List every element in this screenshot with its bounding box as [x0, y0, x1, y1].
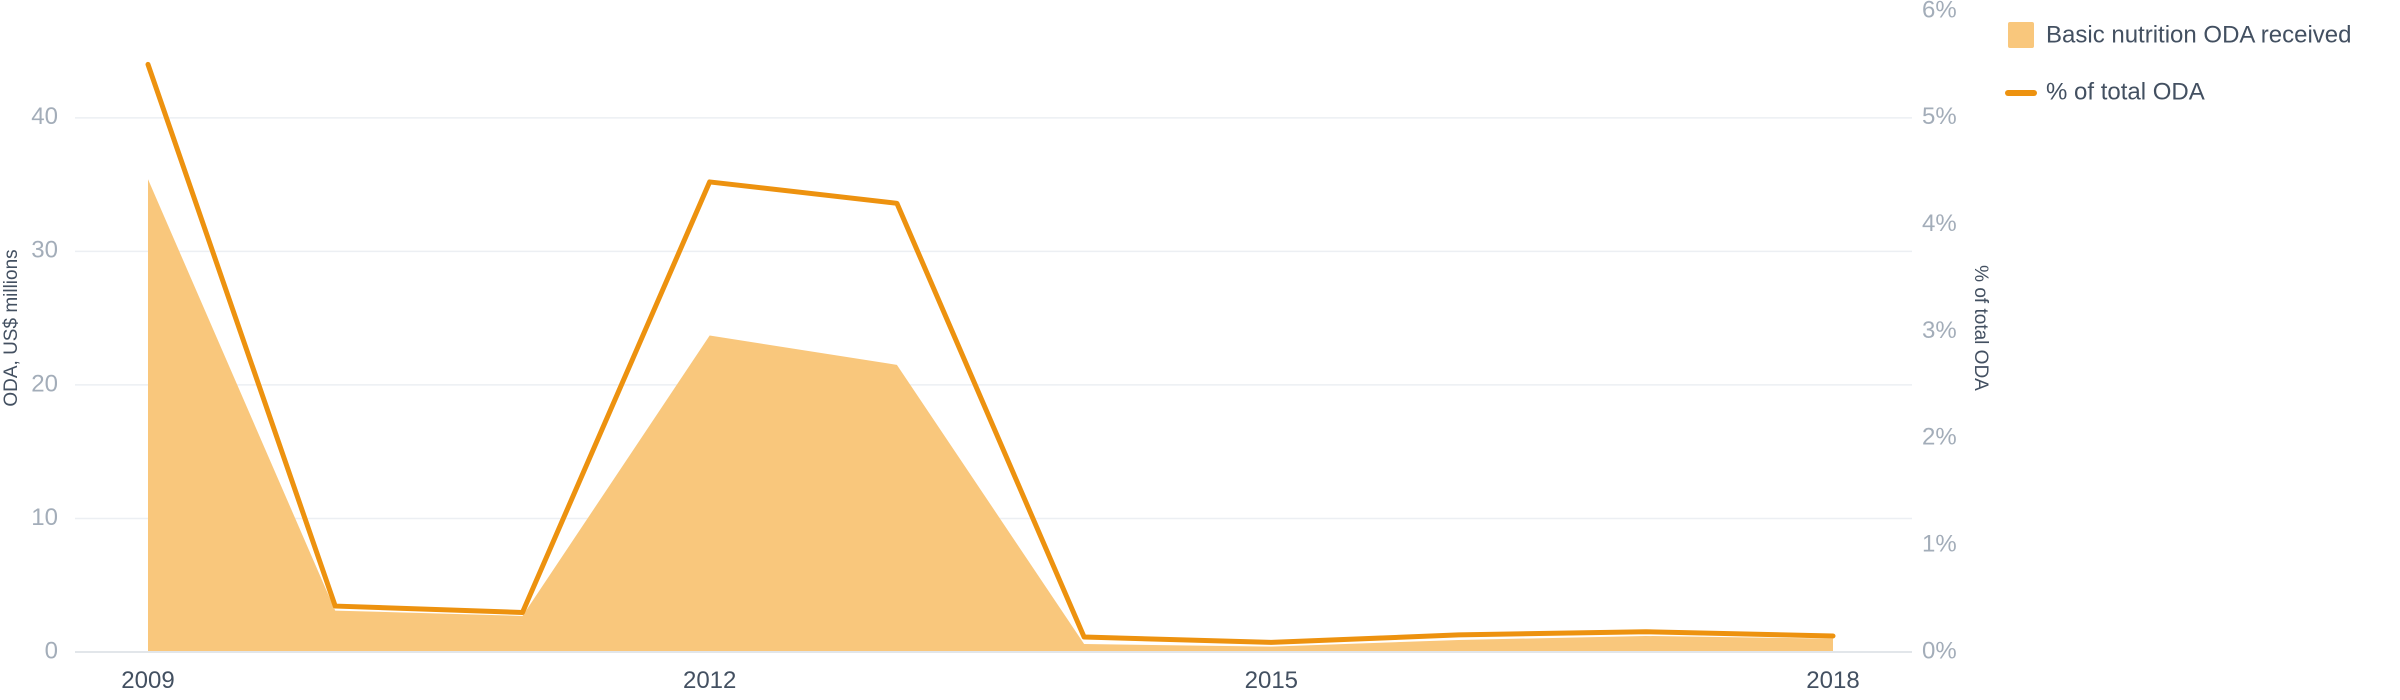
left-tick-label-10: 10: [31, 504, 58, 531]
right-tick-label-4: 4%: [1922, 210, 1957, 237]
x-tick-label-2015: 2015: [1245, 667, 1298, 694]
x-tick-label-2012: 2012: [683, 667, 736, 694]
left-tick-label-30: 30: [31, 237, 58, 264]
x-tick-label-2009: 2009: [121, 667, 174, 694]
area-basic-nutrition-oda: [148, 179, 1833, 652]
legend-area-label: Basic nutrition ODA received: [2046, 21, 2351, 48]
left-tick-label-0: 0: [45, 637, 58, 664]
legend-line-label: % of total ODA: [2046, 78, 2205, 105]
line-percent-total-oda: [145, 61, 1836, 645]
left-tick-label-40: 40: [31, 103, 58, 130]
legend: Basic nutrition ODA received % of total …: [2005, 21, 2351, 105]
left-tick-label-20: 20: [31, 370, 58, 397]
right-tick-label-2: 2%: [1922, 424, 1957, 451]
left-axis-title: ODA, US$ millions: [1, 249, 22, 406]
tick-labels: 0 10 20 30 40 0% 1% 2% 3% 4% 5% 6% 2009 2012 2015 2018: [31, 0, 1956, 694]
area-series-layer: [148, 179, 1833, 652]
right-tick-label-3: 3%: [1922, 317, 1957, 344]
right-tick-label-6: 6%: [1922, 0, 1957, 23]
right-tick-label-1: 1%: [1922, 531, 1957, 558]
gridlines: [75, 117, 1912, 520]
x-tick-label-2018: 2018: [1806, 667, 1859, 694]
right-tick-label-5: 5%: [1922, 103, 1957, 130]
right-axis-title: % of total ODA: [1970, 265, 1991, 391]
right-tick-label-0: 0%: [1922, 637, 1957, 664]
legend-area-swatch: [2008, 22, 2034, 48]
line-series-layer: [145, 61, 1836, 645]
